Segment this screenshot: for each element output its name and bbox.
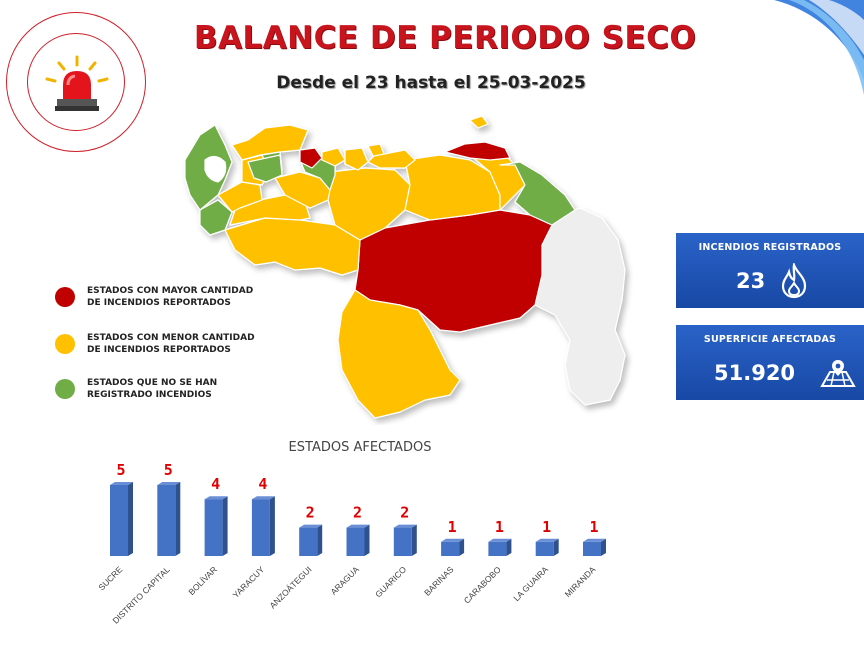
stat-box-incendios: INCENDIOS REGISTRADOS 23	[676, 233, 864, 308]
bar-side	[411, 524, 417, 556]
map-region-zulia-lake	[204, 155, 227, 183]
bar	[299, 527, 318, 556]
bar-top	[393, 524, 417, 528]
siren-icon	[45, 55, 109, 111]
bar-side	[553, 538, 559, 556]
bar-side	[459, 538, 465, 556]
category-label: BOLÍVAR	[186, 564, 219, 597]
legend-item-sin-incendios: ESTADOS QUE NO SE HAN REGISTRADO INCENDI…	[55, 377, 217, 401]
legend-swatch-green	[55, 379, 75, 399]
bar	[204, 499, 223, 556]
category-label: ARAGUA	[328, 564, 361, 597]
map-region-yaracuy	[299, 147, 323, 169]
legend-swatch-yellow	[55, 334, 75, 354]
bar	[535, 541, 554, 556]
map-region-amazonas	[337, 289, 461, 419]
bar	[157, 485, 176, 556]
siren-badge-inner-ring	[27, 33, 125, 131]
bar-side	[222, 496, 228, 556]
category-label: BARINAS	[422, 564, 456, 598]
map-region-carabobo	[321, 147, 346, 167]
legend-item-menor: ESTADOS CON MENOR CANTIDAD DE INCENDIOS …	[55, 332, 255, 356]
bar-side	[364, 524, 370, 556]
category-label: GUARICO	[373, 564, 408, 599]
map-region-portuguesa	[274, 171, 331, 209]
page-title: BALANCE DE PERIODO SECO	[193, 20, 697, 56]
bar-side	[269, 496, 275, 556]
data-label: 1	[495, 518, 504, 536]
venezuela-map	[184, 115, 626, 419]
category-label: CARABOBO	[462, 564, 503, 605]
category-label: MIRANDA	[563, 564, 598, 599]
stat-box-superficie: SUPERFICIE AFECTADAS 51.920	[676, 325, 864, 400]
bar-top	[535, 538, 559, 542]
stat-value-superficie: 51.920	[714, 361, 796, 385]
legend-swatch-red	[55, 287, 75, 307]
bar-top	[346, 524, 370, 528]
category-label: LA GUAIRA	[511, 564, 550, 603]
map-region-delta-amacuro	[499, 161, 576, 226]
page-subtitle: Desde el 23 hasta el 25-03-2025	[276, 73, 586, 93]
legend-item-mayor: ESTADOS CON MAYOR CANTIDAD DE INCENDIOS …	[55, 285, 253, 309]
data-label: 1	[542, 518, 551, 536]
legend-label: ESTADOS CON MAYOR CANTIDAD DE INCENDIOS …	[87, 286, 254, 308]
bar-top	[251, 496, 275, 500]
data-label: 5	[116, 461, 125, 479]
category-label: SUCRE	[96, 564, 124, 592]
stat-value-incendios: 23	[736, 269, 766, 293]
bar	[393, 527, 412, 556]
siren-badge	[6, 12, 146, 152]
bar-side	[506, 538, 512, 556]
stat-label-superficie: SUPERFICIE AFECTADAS	[703, 334, 837, 345]
category-label: ANZOÁTEGUI	[267, 564, 313, 610]
bar-side	[317, 524, 323, 556]
map-region-guarico	[327, 167, 411, 241]
category-label: YARACUY	[231, 564, 267, 600]
bar	[488, 541, 507, 556]
legend-label: ESTADOS CON MENOR CANTIDAD DE INCENDIOS …	[87, 333, 255, 355]
data-label: 5	[164, 461, 173, 479]
data-label: 2	[400, 504, 409, 522]
map-region-tachira	[199, 199, 233, 236]
map-region-barinas	[229, 194, 311, 226]
data-label: 1	[448, 518, 457, 536]
land-area-icon	[820, 360, 856, 387]
bar	[110, 485, 128, 556]
map-region-esequibo	[534, 207, 626, 406]
bar-top	[204, 496, 228, 500]
bar-top	[110, 482, 133, 485]
bar-side	[601, 538, 606, 556]
decorative-wave-graphic	[774, 0, 864, 95]
bar-side	[175, 482, 181, 556]
data-label: 2	[353, 504, 362, 522]
map-region-lara-main	[247, 154, 283, 183]
flame-icon	[781, 263, 807, 299]
bar-side	[128, 482, 133, 556]
map-region-miranda	[367, 149, 416, 169]
bar-top	[441, 538, 465, 542]
bar-top	[157, 482, 181, 485]
bar	[441, 541, 460, 556]
bar-top	[299, 524, 323, 528]
map-region-sucre	[444, 141, 511, 161]
bar-top	[583, 538, 606, 542]
bar	[346, 527, 365, 556]
bar	[583, 541, 601, 556]
map-region-nueva-esparta	[469, 115, 489, 129]
data-label: 1	[589, 518, 598, 536]
data-label: 4	[258, 475, 267, 493]
legend-label: ESTADOS QUE NO SE HAN REGISTRADO INCENDI…	[87, 378, 218, 400]
stat-label-incendios: INCENDIOS REGISTRADOS	[698, 242, 842, 253]
bar	[251, 499, 270, 556]
map-region-aragua	[344, 147, 369, 171]
chart-title: ESTADOS AFECTADOS	[288, 440, 432, 455]
data-label: 4	[211, 475, 220, 493]
data-label: 2	[306, 504, 315, 522]
bar-top	[488, 538, 512, 542]
